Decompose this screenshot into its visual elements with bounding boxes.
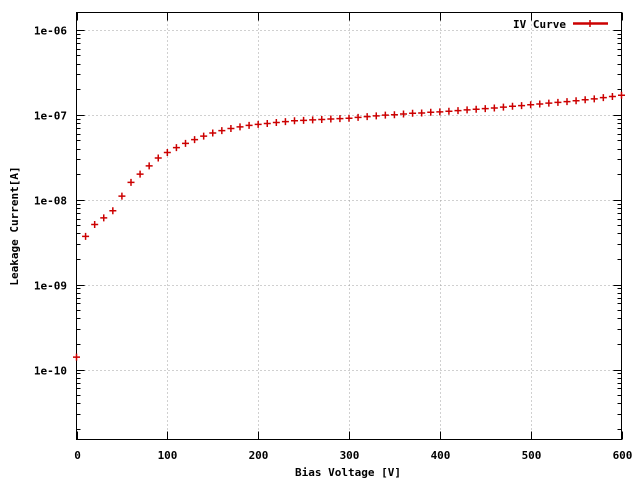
data-point xyxy=(172,144,180,152)
data-point xyxy=(91,221,99,229)
data-point xyxy=(272,119,280,127)
data-points xyxy=(73,91,625,361)
data-point xyxy=(499,103,507,111)
data-point xyxy=(263,119,271,127)
data-point xyxy=(390,111,398,119)
data-point xyxy=(227,124,235,132)
data-point xyxy=(590,95,598,103)
data-point xyxy=(200,132,208,140)
legend-sample xyxy=(573,20,608,27)
data-point xyxy=(154,154,162,162)
data-point xyxy=(136,170,144,178)
y-tick-label: 1e-09 xyxy=(34,280,67,293)
data-point xyxy=(436,108,444,116)
x-axis-label: Bias Voltage [V] xyxy=(295,466,401,479)
data-point xyxy=(472,105,480,113)
axis-ticks xyxy=(76,12,623,440)
data-point xyxy=(100,214,108,222)
legend-marker xyxy=(586,20,594,27)
data-point xyxy=(608,93,616,101)
data-point xyxy=(400,110,407,118)
data-point xyxy=(554,98,562,106)
x-tick-label: 0 xyxy=(74,449,81,462)
data-point xyxy=(291,117,298,125)
x-tick-label: 500 xyxy=(522,449,542,462)
data-point xyxy=(182,139,189,147)
data-point xyxy=(599,94,607,102)
data-point xyxy=(427,108,435,116)
x-tick-label: 600 xyxy=(613,449,633,462)
y-axis-label: Leakage Current[A] xyxy=(8,166,21,285)
grid xyxy=(76,12,622,440)
legend-label: IV Curve xyxy=(513,18,566,31)
data-point xyxy=(463,106,471,114)
data-point xyxy=(209,129,217,137)
x-tick-label: 100 xyxy=(158,449,178,462)
data-point xyxy=(109,207,117,215)
data-point xyxy=(145,162,153,170)
data-point xyxy=(490,104,498,112)
data-point xyxy=(163,148,171,156)
data-point xyxy=(445,107,453,115)
data-point xyxy=(309,116,317,124)
data-point xyxy=(572,97,580,105)
y-tick-label: 1e-07 xyxy=(34,110,67,123)
data-point xyxy=(127,178,135,186)
data-point xyxy=(236,123,244,131)
data-point xyxy=(563,98,571,106)
data-point xyxy=(618,91,625,99)
data-point xyxy=(518,102,526,110)
y-tick-labels: 1e-10 1e-09 1e-08 1e-07 1e-06 xyxy=(34,25,67,378)
data-point xyxy=(300,116,308,124)
data-point xyxy=(527,101,535,109)
data-point xyxy=(73,353,80,361)
x-tick-label: 300 xyxy=(340,449,360,462)
data-point xyxy=(218,127,226,135)
y-tick-label: 1e-10 xyxy=(34,365,67,378)
data-point xyxy=(481,105,489,113)
data-point xyxy=(381,111,389,119)
data-point xyxy=(581,96,589,104)
data-point xyxy=(509,102,516,110)
data-point xyxy=(536,100,544,108)
data-point xyxy=(354,113,362,121)
x-tick-label: 400 xyxy=(431,449,451,462)
data-point xyxy=(454,107,462,115)
data-point xyxy=(345,114,353,122)
data-point xyxy=(318,115,326,123)
y-tick-label: 1e-06 xyxy=(34,25,67,38)
data-point xyxy=(254,120,262,128)
data-point xyxy=(281,118,289,126)
y-tick-label: 1e-08 xyxy=(34,195,67,208)
data-point xyxy=(363,113,371,121)
data-point xyxy=(336,115,344,123)
legend: IV Curve xyxy=(513,18,608,31)
data-point xyxy=(545,99,553,107)
data-point xyxy=(409,109,417,117)
x-tick-labels: 0 100 200 300 400 500 600 xyxy=(74,449,632,462)
data-point xyxy=(372,112,380,120)
data-point xyxy=(82,232,90,240)
data-point xyxy=(418,109,426,117)
x-tick-label: 200 xyxy=(249,449,269,462)
data-point xyxy=(118,192,126,200)
data-point xyxy=(245,121,253,129)
data-point xyxy=(191,136,199,144)
data-point xyxy=(327,115,335,123)
